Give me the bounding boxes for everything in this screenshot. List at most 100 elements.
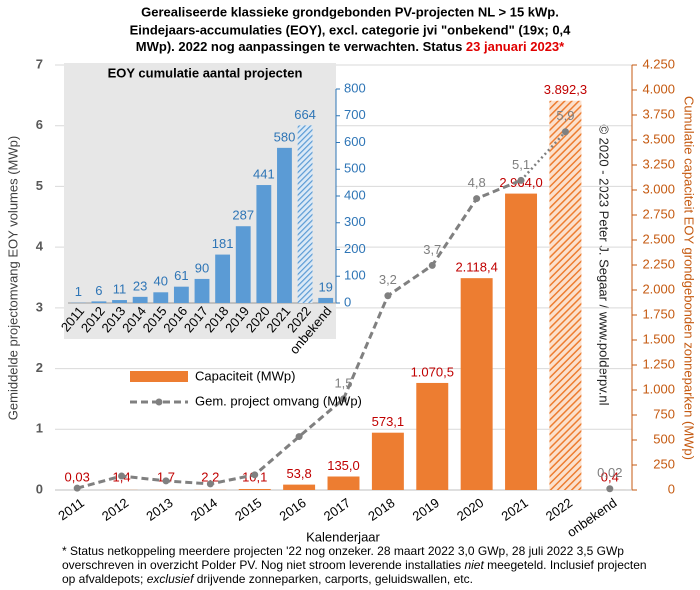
inset-bar <box>277 147 292 303</box>
bar <box>549 100 582 491</box>
line-point <box>118 472 126 480</box>
line-label: 5,9 <box>556 108 574 123</box>
inset-bar-label: 40 <box>154 274 168 289</box>
y2-tick-label: 4.250 <box>642 56 675 71</box>
line-point <box>73 484 81 492</box>
y2-tick-label: 1.000 <box>642 381 675 396</box>
inset-bar <box>215 254 231 303</box>
legend-swatch <box>155 398 163 406</box>
line-label: 5,1 <box>512 157 530 172</box>
y-axis-title: Gemiddelde projectomvang EOY volumes (MW… <box>5 136 20 420</box>
footnote: * Status netkoppeling meerdere projecten… <box>62 544 662 586</box>
inset-bar-label: 11 <box>113 281 127 296</box>
inset-bar-label: 61 <box>174 268 188 283</box>
y2-tick-label: 0 <box>668 481 675 496</box>
line-point <box>473 195 481 203</box>
bar-label: 3.892,3 <box>544 82 587 97</box>
y2-tick-label: 2.750 <box>642 206 675 221</box>
y2-tick-label: 1.250 <box>642 356 675 371</box>
inset-tick-label: 400 <box>344 187 366 202</box>
inset-title: EOY cumulatie aantal projecten <box>108 65 303 80</box>
line-point <box>384 292 392 300</box>
bar-label: 0,4 <box>601 469 619 484</box>
copyright: © 2020 - 2023 Peter J. Segaar / www.pold… <box>597 124 612 405</box>
inset-bar-label: 23 <box>133 278 147 293</box>
footnote-emph: niet <box>464 558 484 572</box>
line-label: 3,2 <box>379 272 397 287</box>
y-tick-label: 6 <box>36 117 43 132</box>
y2-tick-label: 2.000 <box>642 281 675 296</box>
inset-bar <box>297 125 313 303</box>
y-tick-label: 4 <box>36 239 44 254</box>
inset-bar-label: 1 <box>75 284 82 299</box>
y2-tick-label: 2.250 <box>642 256 675 271</box>
inset-bar-label: 19 <box>318 279 332 294</box>
line-point <box>162 477 170 485</box>
bar <box>505 193 538 490</box>
footnote-text: meegeteld. Inclusief projecten op afvald… <box>62 558 647 586</box>
x-tick-label: 2022 <box>543 495 575 524</box>
line-point <box>606 485 614 493</box>
line-series <box>76 178 522 490</box>
bar-label: 0,03 <box>65 469 90 484</box>
inset-bar <box>318 297 334 303</box>
inset-bar <box>194 278 210 303</box>
line-point <box>428 261 436 269</box>
y2-tick-label: 250 <box>653 456 675 471</box>
inset-bar <box>91 301 107 303</box>
line-point <box>517 176 525 184</box>
inset-bar-label: 664 <box>294 107 316 122</box>
x-tick-label: 2021 <box>498 495 530 524</box>
footnote-text: drijvende zonneparken, carports, geluids… <box>193 572 473 586</box>
inset-bar <box>235 226 251 303</box>
inset-tick-label: 700 <box>344 107 366 122</box>
y2-tick-label: 1.750 <box>642 306 675 321</box>
x-axis-title: Kalenderjaar <box>306 529 380 544</box>
inset-tick-label: 100 <box>344 268 366 283</box>
inset-tick-label: 600 <box>344 134 366 149</box>
inset-bar-label: 580 <box>274 129 296 144</box>
x-tick-label: 2019 <box>410 495 442 524</box>
title-line: MWp). 2022 nog aanpassingen te verwachte… <box>136 39 466 54</box>
bar <box>371 432 404 490</box>
bar <box>283 484 316 490</box>
line-point <box>295 433 303 441</box>
inset-bar <box>112 300 127 303</box>
title-highlight: 23 januari 2023* <box>466 39 565 54</box>
line-label: 4,8 <box>468 175 486 190</box>
line-point <box>340 395 347 403</box>
bar-label: 1.070,5 <box>411 364 454 379</box>
legend-label: Gem. project omvang (MWp) <box>195 393 362 408</box>
bar-label: 135,0 <box>327 458 360 473</box>
inset-bar <box>256 185 272 303</box>
x-tick-label: 2012 <box>99 495 131 524</box>
y-tick-label: 5 <box>36 178 43 193</box>
y2-tick-label: 3.000 <box>642 181 675 196</box>
x-tick-label: 2014 <box>188 495 220 524</box>
y2-tick-label: 1.500 <box>642 331 675 346</box>
y2-tick-label: 3.250 <box>642 156 675 171</box>
y-tick-label: 1 <box>36 421 43 436</box>
y2-tick-label: 3.750 <box>642 106 675 121</box>
y2-tick-label: 750 <box>653 406 675 421</box>
line-point <box>206 480 214 488</box>
footnote-emph: exclusief <box>146 572 194 586</box>
inset-bar-label: 90 <box>195 260 209 275</box>
line-label: 0,02 <box>597 465 622 480</box>
bar <box>238 488 271 490</box>
inset-bar-label: 441 <box>253 166 275 181</box>
bar <box>416 382 449 490</box>
inset-bar-label: 287 <box>232 208 254 223</box>
line-series <box>520 130 567 182</box>
title-line: Eindejaars-accumulaties (EOY), excl. cat… <box>130 22 572 37</box>
inset-bar-label: 6 <box>95 283 102 298</box>
inset-bar-label: 181 <box>212 236 234 251</box>
footnote-text: * Status netkoppeling meerdere projecten… <box>62 544 624 572</box>
bar-label: 1,7 <box>157 469 175 484</box>
legend-label: Capaciteit (MWp) <box>195 368 295 383</box>
line-label: 1,5 <box>334 375 352 390</box>
y2-tick-label: 500 <box>653 431 675 446</box>
bar <box>327 476 360 490</box>
